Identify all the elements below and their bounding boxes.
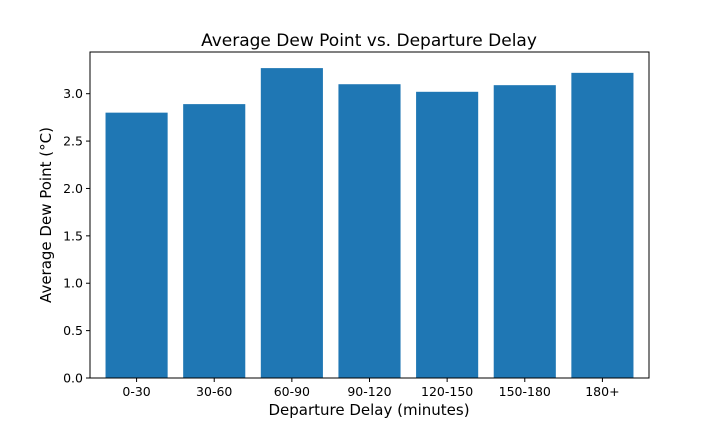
y-tick-label-1.0: 1.0	[63, 276, 83, 291]
y-tick-label-0.0: 0.0	[63, 371, 83, 386]
x-tick-label-0-30: 0-30	[122, 384, 150, 399]
chart-title: Average Dew Point vs. Departure Delay	[201, 31, 537, 51]
x-tick-label-150-180: 150-180	[499, 384, 551, 399]
y-tick-label-2.5: 2.5	[63, 134, 83, 149]
y-axis-label: Average Dew Point (°C)	[37, 127, 55, 303]
plot-frame	[89, 51, 650, 379]
y-tick-label-2.0: 2.0	[63, 181, 83, 196]
y-tick-label-0.5: 0.5	[63, 323, 83, 338]
bars-layer	[105, 68, 634, 379]
bar-120-150	[416, 91, 479, 379]
bar-30-60	[183, 104, 246, 379]
bar-60-90	[260, 68, 323, 379]
x-tick-label-30-60: 30-60	[196, 384, 232, 399]
bar-0-30	[105, 112, 168, 379]
x-tick-label-60-90: 60-90	[274, 384, 310, 399]
bar-150-180	[493, 85, 556, 379]
x-tick-label-90-120: 90-120	[347, 384, 391, 399]
x-tick-label-120-150: 120-150	[421, 384, 473, 399]
bar-90-120	[338, 84, 401, 378]
x-axis-label: Departure Delay (minutes)	[268, 401, 469, 419]
bar-180+	[571, 72, 634, 378]
y-tick-label-3.0: 3.0	[63, 86, 83, 101]
y-tick-label-1.5: 1.5	[63, 228, 83, 243]
x-tick-label-180+: 180+	[585, 384, 619, 399]
x-axis: 0-30 30-60 60-90 90-120 120-150 150-180 180+	[122, 378, 620, 399]
y-axis: 0.0 0.5 1.0 1.5 2.0 2.5 3.0	[63, 86, 90, 386]
